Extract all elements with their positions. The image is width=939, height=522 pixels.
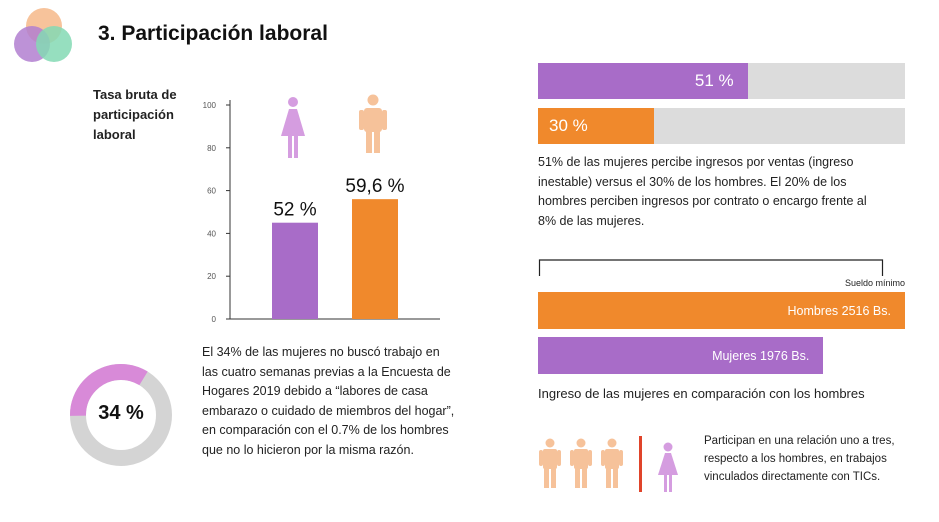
women-salary-label: Mujeres 1976 Bs. <box>712 348 810 363</box>
donut-percent-label: 34 % <box>98 402 144 424</box>
tics-text: Participan en una relación uno a tres, r… <box>704 435 895 483</box>
bar-label-hombres: 59,6 % <box>345 176 404 197</box>
men-sales-bar: 30 % <box>538 108 654 144</box>
bar-hombres <box>352 199 398 319</box>
job-search-donut <box>70 363 172 466</box>
divider-line <box>639 436 642 492</box>
y-tick-label: 0 <box>212 315 217 324</box>
men-salary-bar: Hombres 2516 Bs. <box>538 292 905 329</box>
job-search-text: El 34% de las mujeres no buscó trabajo e… <box>202 345 455 457</box>
participation-bar-chart: 100 80 60 40 20 0 52 % 59,6 % <box>203 94 440 324</box>
minimum-salary-bracket <box>538 259 884 276</box>
bar-label-mujeres: 52 % <box>273 200 316 221</box>
man-icon <box>539 438 561 488</box>
woman-icon <box>281 97 305 158</box>
tics-icon-row <box>539 436 678 492</box>
men-salary-label: Hombres 2516 Bs. <box>787 303 891 318</box>
minimum-salary-label: Sueldo mínimo <box>844 278 905 288</box>
woman-icon <box>658 442 678 492</box>
y-tick-label: 40 <box>207 229 216 238</box>
logo <box>14 8 76 66</box>
men-sales-bar-track: 30 % <box>538 108 905 144</box>
men-sales-label: 30 % <box>549 116 588 135</box>
page-title: 3. Participación laboral <box>98 22 328 45</box>
man-icon <box>601 438 623 488</box>
bar-mujeres <box>272 222 318 319</box>
salary-caption: Ingreso de las mujeres en comparación co… <box>538 386 865 401</box>
y-tick-label: 80 <box>207 144 216 153</box>
y-tick-label: 20 <box>207 272 216 281</box>
man-icon <box>570 438 592 488</box>
women-sales-bar: 51 % <box>538 63 748 99</box>
man-icon <box>359 94 387 153</box>
women-salary-bar: Mujeres 1976 Bs. <box>538 337 824 374</box>
women-sales-label: 51 % <box>694 71 734 90</box>
y-tick-label: 60 <box>207 187 216 196</box>
participation-chart-label: Tasa bruta de participación laboral <box>93 87 177 142</box>
income-sales-text: 51% de las mujeres percibe ingresos por … <box>538 155 867 228</box>
logo-circle-green <box>36 26 72 62</box>
women-sales-bar-track: 51 % <box>538 63 905 99</box>
y-tick-label: 100 <box>203 101 217 110</box>
